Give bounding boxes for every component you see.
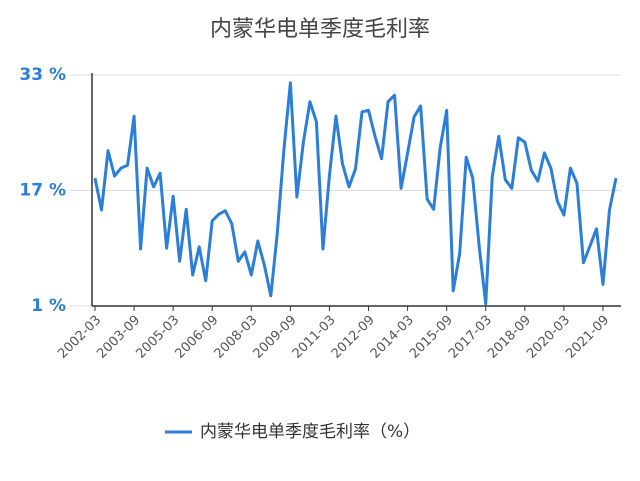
chart-title: 内蒙华电单季度毛利率 (210, 17, 430, 42)
y-tick-label: 1 % (31, 296, 66, 316)
x-tick-label: 2021-09 (563, 313, 612, 362)
y-tick-label: 17 % (19, 181, 66, 201)
legend-label: 内蒙华电单季度毛利率（%） (200, 422, 420, 442)
data-line (93, 81, 618, 306)
y-tick-label: 33 % (19, 65, 66, 85)
